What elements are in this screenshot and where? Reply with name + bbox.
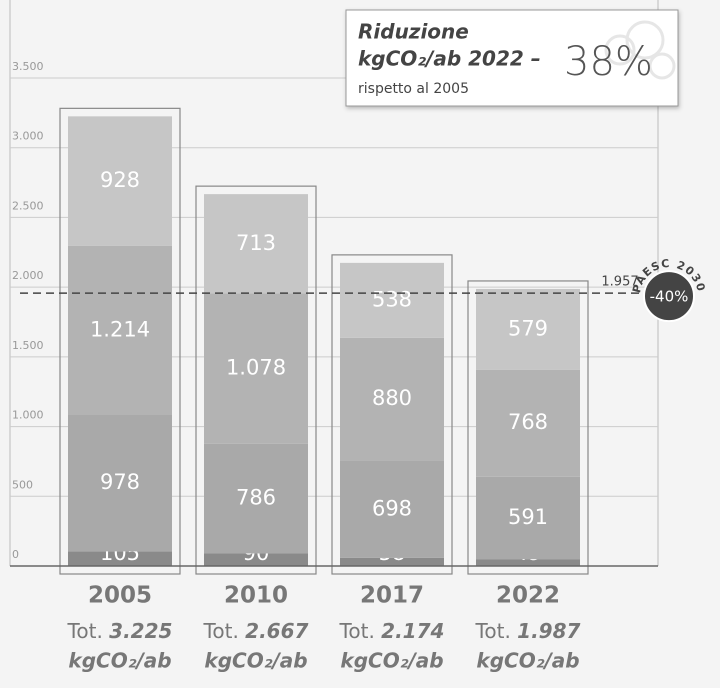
bar-outline bbox=[195, 185, 317, 575]
bar-segment bbox=[476, 559, 580, 566]
bar-segment bbox=[204, 293, 308, 444]
unit-label: kgCO₂/ab bbox=[68, 649, 171, 673]
bar-outline bbox=[331, 254, 453, 575]
value-label: 1.214 bbox=[90, 317, 150, 341]
icon bbox=[604, 34, 636, 66]
x-tick-label: 2022 bbox=[496, 583, 560, 609]
bar-outline bbox=[467, 280, 589, 575]
total-label: Tot. 2.174 bbox=[339, 619, 445, 643]
infobox: Riduzione kgCO₂/ab 2022 – 38% rispetto a… bbox=[345, 9, 679, 107]
value-label: 880 bbox=[372, 386, 412, 410]
bar-segment bbox=[340, 557, 444, 566]
value-label: 698 bbox=[372, 496, 412, 520]
x-tick-label: 2017 bbox=[360, 583, 424, 609]
y-tick-label: 0 bbox=[12, 548, 19, 561]
total-prefix: Tot. bbox=[67, 619, 103, 643]
bar-outline bbox=[59, 107, 181, 575]
y-tick-label: 1.500 bbox=[12, 339, 44, 352]
bar-segment bbox=[476, 288, 580, 370]
unit-label: kgCO₂/ab bbox=[204, 649, 307, 673]
total-label: Tot. 3.225 bbox=[67, 619, 173, 643]
infobox-subtitle: kgCO₂/ab 2022 – bbox=[358, 47, 541, 71]
total-prefix: Tot. bbox=[339, 619, 375, 643]
total-value: 1.987 bbox=[517, 619, 580, 643]
reference-label: 1.957 bbox=[601, 275, 638, 290]
x-tick-label: 2010 bbox=[224, 583, 288, 609]
bar-segment bbox=[204, 553, 308, 566]
y-tick-label: 2.500 bbox=[12, 199, 44, 212]
total-value: 2.667 bbox=[245, 619, 308, 643]
infobox-title: Riduzione bbox=[358, 20, 469, 44]
total-label: Tot. 1.987 bbox=[475, 619, 581, 643]
value-label: 928 bbox=[100, 168, 140, 192]
total-value: 3.225 bbox=[109, 619, 172, 643]
icon bbox=[625, 20, 665, 60]
bar-segment bbox=[204, 443, 308, 554]
infobox-value: 38% bbox=[564, 39, 653, 85]
bar-segment bbox=[68, 116, 172, 246]
infobox-note: rispetto al 2005 bbox=[358, 81, 469, 97]
value-label: 1.078 bbox=[226, 356, 286, 380]
unit-label: kgCO₂/ab bbox=[476, 649, 579, 673]
y-tick-label: 1.000 bbox=[12, 409, 44, 422]
total-prefix: Tot. bbox=[203, 619, 239, 643]
bar-segment bbox=[340, 337, 444, 461]
value-label: 579 bbox=[508, 316, 548, 340]
total-prefix: Tot. bbox=[475, 619, 511, 643]
y-tick-label: 2.000 bbox=[12, 269, 44, 282]
bar-segment bbox=[340, 460, 444, 558]
bar-segment bbox=[476, 369, 580, 477]
bar-segment bbox=[476, 476, 580, 560]
y-tick-label: 3.000 bbox=[12, 130, 44, 143]
badge bbox=[643, 270, 695, 323]
value-label: 538 bbox=[372, 287, 412, 311]
value-label: 978 bbox=[100, 470, 140, 494]
bar-segment bbox=[204, 194, 308, 294]
value-label: 768 bbox=[508, 410, 548, 434]
y-tick-label: 3.500 bbox=[12, 60, 44, 73]
infobox-box bbox=[345, 9, 679, 107]
icon bbox=[648, 52, 676, 80]
badge-label: -40% bbox=[650, 288, 689, 306]
y-tick-label: 500 bbox=[12, 478, 33, 491]
bar-segment bbox=[68, 414, 172, 552]
bar-segment bbox=[68, 245, 172, 415]
value-label: 786 bbox=[236, 486, 276, 510]
total-label: Tot. 2.667 bbox=[203, 619, 309, 643]
total-value: 2.174 bbox=[381, 619, 444, 643]
bar-segment bbox=[340, 262, 444, 338]
value-label: 713 bbox=[236, 231, 276, 255]
bar-segment bbox=[68, 551, 172, 566]
value-label: 591 bbox=[508, 505, 548, 529]
x-tick-label: 2005 bbox=[88, 583, 152, 609]
unit-label: kgCO₂/ab bbox=[340, 649, 443, 673]
